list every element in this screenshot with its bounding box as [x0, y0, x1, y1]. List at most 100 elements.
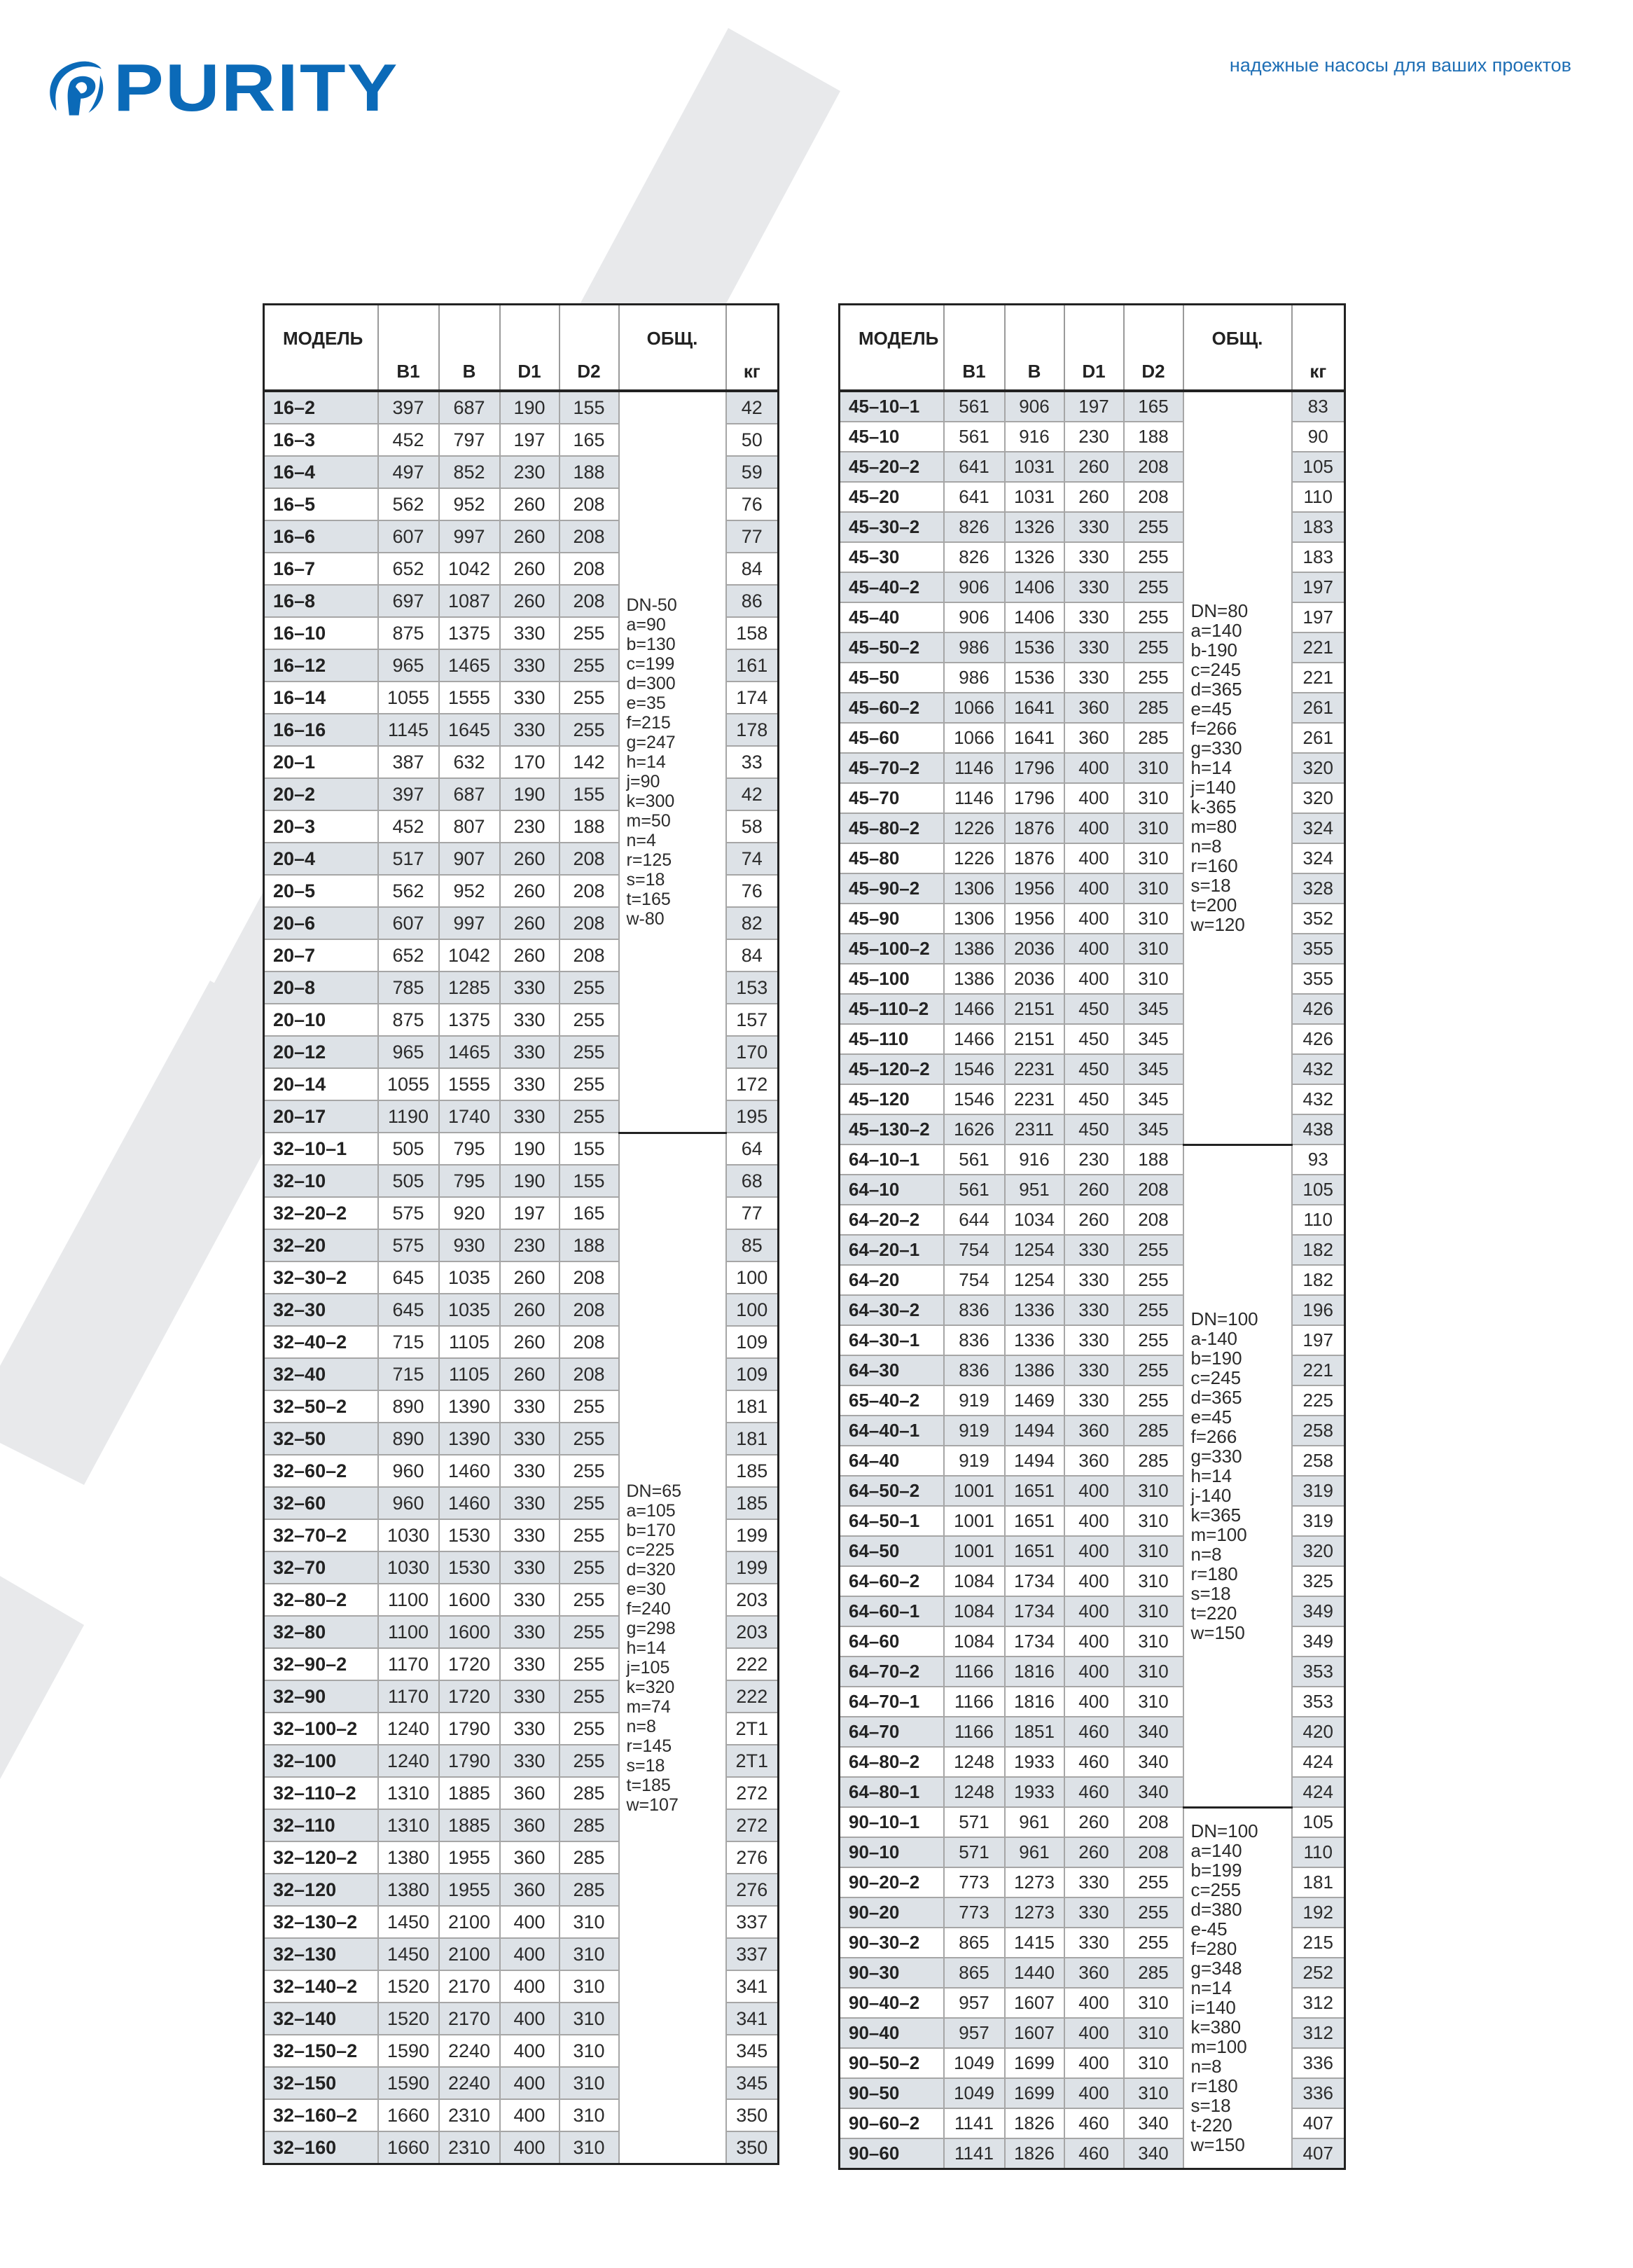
- table-row: 32–150 1590 2240 400 310 345: [263, 2066, 779, 2100]
- table-row: 64–10 561 951 260 208 105: [838, 1174, 1346, 1205]
- cell-model: 32–120–2: [263, 1841, 379, 1874]
- cell-d1: 330: [1063, 1294, 1125, 1326]
- cell-d2: 310: [1123, 1656, 1184, 1687]
- cell-d2: 208: [558, 1325, 620, 1359]
- cell-b1: 986: [943, 632, 1006, 663]
- note-line: m=100: [1190, 2036, 1247, 2058]
- col-model: МОДЕЛЬ: [263, 304, 378, 392]
- cell-b1: 865: [943, 1927, 1006, 1958]
- cell-b1: 1450: [377, 1937, 440, 1971]
- table-row: 32–90–2 1170 1720 330 255 222: [263, 1647, 779, 1681]
- cell-weight: 221: [1291, 632, 1346, 663]
- cell-weight: 158: [725, 616, 779, 650]
- cell-model: 32–100: [263, 1744, 379, 1778]
- cell-d1: 230: [499, 455, 560, 489]
- cell-model: 32–70–2: [263, 1519, 379, 1552]
- cell-d1: 360: [1063, 1957, 1125, 1989]
- cell-b: 1031: [1003, 481, 1065, 513]
- note-line: e=30: [626, 1579, 666, 1600]
- table-row: 16–2 397 687 190 155 DN-50 a=90 b=130 c=199 d=300…: [263, 390, 779, 1134]
- cell-weight: 76: [725, 874, 779, 908]
- cell-d1: 330: [499, 1519, 560, 1552]
- cell-d1: 400: [1063, 2077, 1125, 2109]
- cell-model: 32–20–2: [263, 1196, 379, 1230]
- cell-b1: 1084: [943, 1596, 1006, 1627]
- cell-b1: 1030: [377, 1551, 440, 1584]
- cell-d2: 208: [558, 584, 620, 618]
- table-row: 32–110–2 1310 1885 360 285 272: [263, 1776, 779, 1810]
- table-row: 45–40–2 906 1406 330 255 197: [838, 572, 1346, 603]
- cell-b1: 571: [943, 1837, 1006, 1868]
- note-line: a=140: [1190, 1840, 1242, 1862]
- cell-b: 1699: [1003, 2077, 1065, 2109]
- cell-b: 1536: [1003, 662, 1065, 693]
- cell-d2: 310: [558, 2002, 620, 2035]
- cell-model: 45–80–2: [838, 813, 945, 844]
- cell-d1: 400: [499, 2098, 560, 2132]
- cell-b1: 1145: [377, 713, 440, 747]
- cell-d1: 460: [1063, 1746, 1125, 1778]
- cell-b: 2100: [438, 1937, 501, 1971]
- cell-b: 1530: [438, 1551, 501, 1584]
- cell-b1: 641: [943, 481, 1006, 513]
- cell-b1: 607: [377, 520, 440, 553]
- table-row: 45–130–2 1626 2311 450 345 438: [838, 1114, 1346, 1145]
- table-row: 45–90–2 1306 1956 400 310 328: [838, 873, 1346, 904]
- cell-d2: 255: [558, 1100, 620, 1133]
- note-line: k=380: [1190, 2017, 1242, 2038]
- note-line: w=150: [1190, 2134, 1245, 2156]
- cell-weight: 320: [1291, 752, 1346, 784]
- cell-model: 45–20–2: [838, 451, 945, 483]
- cell-b: 2170: [438, 1970, 501, 2003]
- cell-d2: 310: [1123, 843, 1184, 874]
- cell-model: 32–60: [263, 1486, 379, 1520]
- cell-d1: 197: [499, 1196, 560, 1230]
- cell-model: 32–80: [263, 1615, 379, 1649]
- cell-d1: 260: [1063, 1174, 1125, 1205]
- cell-b1: 965: [377, 649, 440, 682]
- cell-d2: 255: [558, 1003, 620, 1037]
- cell-b1: 1146: [943, 782, 1006, 814]
- cell-b1: 1226: [943, 813, 1006, 844]
- cell-b: 1035: [438, 1293, 501, 1327]
- cell-weight: 77: [725, 1196, 779, 1230]
- cell-weight: 337: [725, 1905, 779, 1939]
- note-line: j=140: [1190, 777, 1236, 798]
- cell-d1: 260: [1063, 1837, 1125, 1868]
- table-row: 45–60 1066 1641 360 285 261: [838, 722, 1346, 754]
- common-dimensions-note: DN=80 a=140 b-190 c=245 d=365 e=45 f=266 g=330 h…: [1182, 391, 1293, 1146]
- note-line: b-190: [1190, 639, 1238, 661]
- cell-d2: 285: [1123, 1415, 1184, 1446]
- cell-d1: 400: [499, 1970, 560, 2003]
- note-line: c=245: [1190, 1367, 1242, 1388]
- note-line: k=365: [1190, 1505, 1242, 1526]
- cell-d1: 330: [1063, 1927, 1125, 1958]
- cell-d1: 400: [499, 2002, 560, 2035]
- cell-weight: 90: [1291, 421, 1346, 452]
- note-line: r=180: [1190, 2075, 1238, 2097]
- cell-model: 64–50–2: [838, 1475, 945, 1507]
- cell-model: 64–30: [838, 1355, 945, 1386]
- cell-b1: 715: [377, 1325, 440, 1359]
- cell-d1: 190: [499, 390, 560, 424]
- cell-b1: 1626: [943, 1114, 1006, 1145]
- table-row: 32–130–2 1450 2100 400 310 337: [263, 1905, 779, 1939]
- cell-model: 20–4: [263, 842, 379, 876]
- cell-d2: 310: [1123, 1475, 1184, 1507]
- cell-d1: 330: [499, 649, 560, 682]
- cell-b: 797: [438, 423, 501, 457]
- cell-b: 1273: [1003, 1867, 1065, 1898]
- table-row: 64–50 1001 1651 400 310 320: [838, 1535, 1346, 1567]
- cell-model: 32–130: [263, 1937, 379, 1971]
- cell-b: 1042: [438, 939, 501, 972]
- cell-b: 1885: [438, 1809, 501, 1842]
- cell-d2: 255: [558, 1486, 620, 1520]
- table-row: 64–60–1 1084 1734 400 310 349: [838, 1596, 1346, 1627]
- table-row: 90–60–2 1141 1826 460 340 407: [838, 2108, 1346, 2139]
- cell-weight: 183: [1291, 541, 1346, 573]
- purity-swoosh-icon: [50, 61, 104, 116]
- table-row: 32–160–2 1660 2310 400 310 350: [263, 2098, 779, 2132]
- cell-weight: 42: [725, 777, 779, 811]
- cell-model: 32–100–2: [263, 1712, 379, 1745]
- table-row: 32–60 960 1460 330 255 185: [263, 1486, 779, 1520]
